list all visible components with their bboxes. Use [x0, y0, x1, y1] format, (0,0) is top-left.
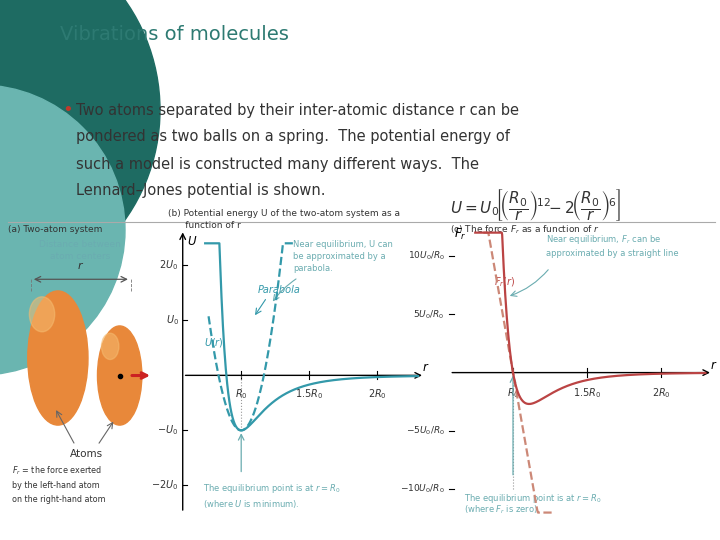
Text: $r$: $r$: [710, 359, 717, 372]
Ellipse shape: [102, 333, 119, 360]
Text: $U_0$: $U_0$: [166, 313, 179, 327]
Text: $F_r$: $F_r$: [454, 227, 467, 242]
Text: Parabola: Parabola: [258, 285, 300, 295]
Text: pondered as two balls on a spring.  The potential energy of: pondered as two balls on a spring. The p…: [76, 130, 510, 145]
Ellipse shape: [28, 291, 88, 425]
Text: $-5U_0/R_0$: $-5U_0/R_0$: [406, 424, 445, 437]
Text: $10U_0/R_0$: $10U_0/R_0$: [408, 249, 445, 262]
Text: $U = U_0\!\left[\!\left(\dfrac{R_0}{r}\right)^{\!12}\!\!-2\!\left(\dfrac{R_0}{r}: $U = U_0\!\left[\!\left(\dfrac{R_0}{r}\r…: [450, 187, 621, 223]
Text: (where $F_r$ is zero).: (where $F_r$ is zero).: [464, 504, 541, 516]
Text: Two atoms separated by their inter-atomic distance r can be: Two atoms separated by their inter-atomi…: [76, 103, 519, 118]
Text: The equilibrium point is at $r = R_0$: The equilibrium point is at $r = R_0$: [203, 482, 341, 495]
Text: $R_0$: $R_0$: [235, 388, 248, 401]
Ellipse shape: [97, 326, 142, 425]
Circle shape: [0, 0, 160, 300]
Text: $U(r)$: $U(r)$: [204, 335, 225, 349]
Text: $F_r(r)$: $F_r(r)$: [494, 275, 516, 289]
Text: r: r: [78, 261, 82, 271]
Text: Distance between: Distance between: [39, 240, 121, 249]
Text: $-2U_0$: $-2U_0$: [151, 478, 179, 492]
Text: $-10U_0/R_0$: $-10U_0/R_0$: [400, 483, 445, 496]
Text: atom centers: atom centers: [50, 252, 110, 261]
Text: Near equilibrium, U can
be approximated by a
parabola.: Near equilibrium, U can be approximated …: [293, 240, 392, 273]
Text: $5U_0/R_0$: $5U_0/R_0$: [413, 308, 445, 321]
Text: (a) Two-atom system: (a) Two-atom system: [8, 225, 102, 234]
Text: $r$: $r$: [422, 361, 430, 375]
Text: The equilibrium point is at $r = R_0$: The equilibrium point is at $r = R_0$: [464, 492, 602, 505]
Text: (c) The force $F_r$ as a function of $r$: (c) The force $F_r$ as a function of $r$: [450, 223, 600, 235]
Text: Lennard–Jones potential is shown.: Lennard–Jones potential is shown.: [76, 184, 325, 199]
Text: $1.5R_0$: $1.5R_0$: [295, 388, 323, 401]
Text: $R_0$: $R_0$: [507, 387, 519, 400]
Text: $-U_0$: $-U_0$: [158, 423, 179, 437]
Text: such a model is constructed many different ways.  The: such a model is constructed many differe…: [76, 157, 479, 172]
Text: Atoms: Atoms: [70, 449, 103, 459]
Text: $2U_0$: $2U_0$: [159, 259, 179, 272]
Text: (where $U$ is minimum).: (where $U$ is minimum).: [203, 498, 300, 510]
Text: by the left-hand atom: by the left-hand atom: [12, 481, 99, 490]
Text: on the right-hand atom: on the right-hand atom: [12, 495, 106, 504]
Circle shape: [0, 85, 125, 375]
Text: Near equilibrium, $F_r$ can be
approximated by a straight line: Near equilibrium, $F_r$ can be approxima…: [546, 233, 678, 258]
Text: $2R_0$: $2R_0$: [652, 387, 670, 400]
Text: •: •: [62, 101, 73, 119]
Text: $2R_0$: $2R_0$: [368, 388, 387, 401]
Text: (b) Potential energy U of the two-atom system as a
      function of r: (b) Potential energy U of the two-atom s…: [168, 209, 400, 230]
Text: $1.5R_0$: $1.5R_0$: [573, 387, 601, 400]
Text: $U$: $U$: [186, 235, 197, 248]
Text: Vibrations of molecules: Vibrations of molecules: [60, 25, 289, 44]
Text: $F_r$ = the force exerted: $F_r$ = the force exerted: [12, 464, 102, 477]
Ellipse shape: [30, 297, 55, 332]
